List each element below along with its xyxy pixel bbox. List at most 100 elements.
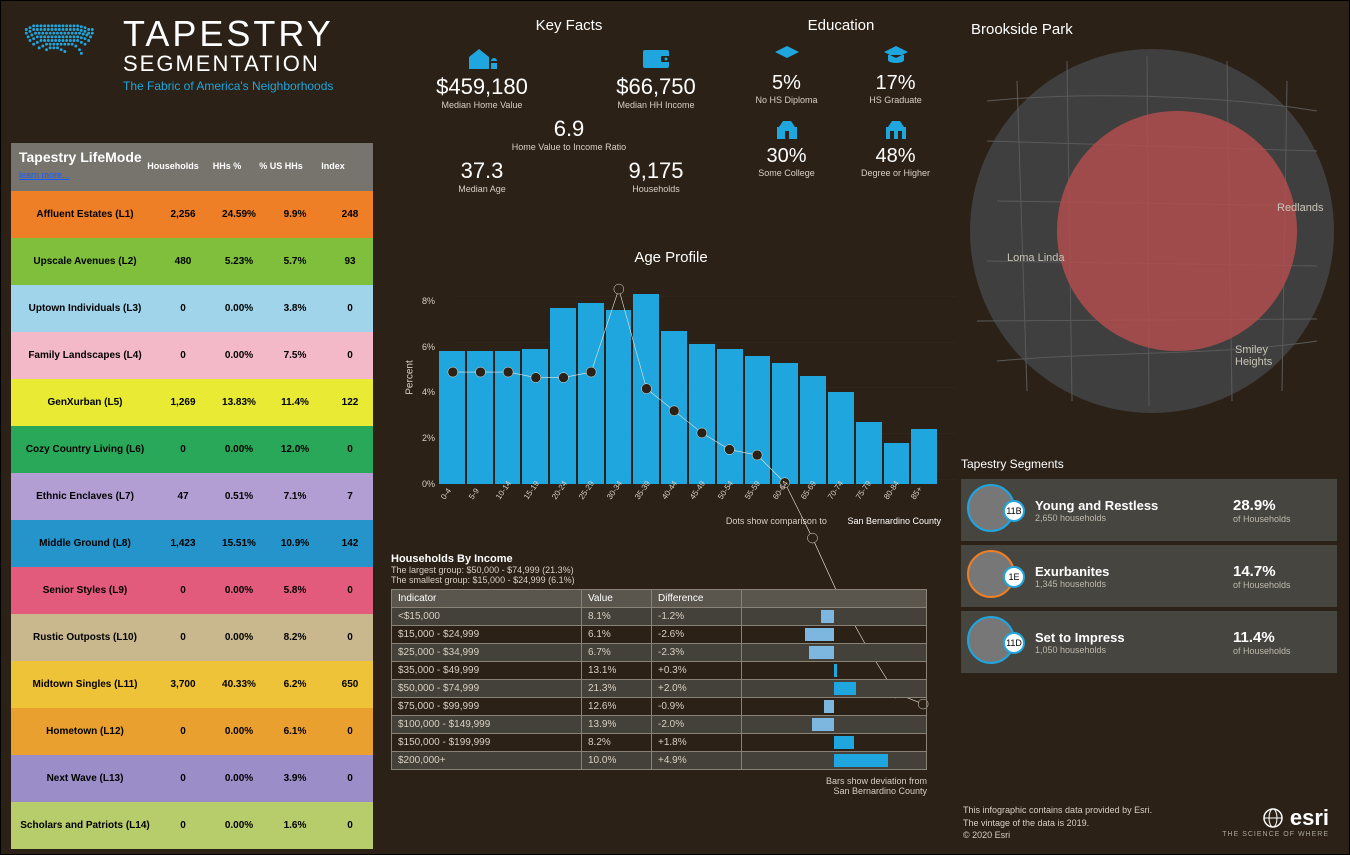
age-y-axis: 0%2%4%6%8% <box>401 278 437 484</box>
lifemode-row[interactable]: Family Landscapes (L4) 0 0.00% 7.5% 0 <box>11 332 373 379</box>
us-map-icon <box>17 13 109 68</box>
age-note-prefix: Dots show comparison to <box>726 516 827 526</box>
edu-label: HS Graduate <box>850 95 941 105</box>
kf-hh-income-label: Median HH Income <box>583 100 729 110</box>
lm-households: 0 <box>153 303 213 314</box>
inc-bar-cell <box>742 752 927 770</box>
kf-ratio: 6.9 Home Value to Income Ratio <box>409 116 729 152</box>
income-note-region: San Bernardino County <box>833 786 927 796</box>
inc-indicator: $25,000 - $34,999 <box>392 644 582 662</box>
inc-indicator: $15,000 - $24,999 <box>392 626 582 644</box>
footer-line2: The vintage of the data is 2019. <box>963 817 1223 830</box>
lifemode-row[interactable]: Hometown (L12) 0 0.00% 6.1% 0 <box>11 708 373 755</box>
inc-value: 6.1% <box>582 626 652 644</box>
header: TAPESTRY SEGMENTATION The Fabric of Amer… <box>17 13 334 93</box>
inc-diff: -2.6% <box>652 626 742 644</box>
lifemode-row[interactable]: Upscale Avenues (L2) 480 5.23% 5.7% 93 <box>11 238 373 285</box>
kf-households-label: Households <box>583 184 729 194</box>
age-x-labels: 0-45-910-1415-1920-2425-2930-3435-3940-4… <box>439 486 937 512</box>
learn-more-link[interactable]: learn more... <box>19 170 70 180</box>
lifemode-row[interactable]: GenXurban (L5) 1,269 13.83% 11.4% 122 <box>11 379 373 426</box>
lm-name: Senior Styles (L9) <box>17 585 153 596</box>
segment-households: 1,345 households <box>1035 579 1233 589</box>
kf-age: 37.3 Median Age <box>409 158 555 194</box>
lifemode-header: Tapestry LifeMode learn more... Househol… <box>11 143 373 191</box>
inc-diff: -2.3% <box>652 644 742 662</box>
kf-ratio-val: 6.9 <box>409 116 729 142</box>
income-row: $35,000 - $49,999 13.1% +0.3% <box>392 662 927 680</box>
col-index: Index <box>311 161 355 171</box>
inc-diff: -2.0% <box>652 716 742 734</box>
lifemode-row[interactable]: Next Wave (L13) 0 0.00% 3.9% 0 <box>11 755 373 802</box>
footer-text: This infographic contains data provided … <box>963 804 1223 842</box>
lifemode-row[interactable]: Scholars and Patriots (L14) 0 0.00% 1.6%… <box>11 802 373 849</box>
inc-indicator: $200,000+ <box>392 752 582 770</box>
segment-badge: 11B <box>1003 500 1025 522</box>
lm-households: 0 <box>153 444 213 455</box>
edu-item: 48% Degree or Higher <box>850 115 941 178</box>
lifemode-row[interactable]: Uptown Individuals (L3) 0 0.00% 3.8% 0 <box>11 285 373 332</box>
col-us-pct: % US HHs <box>251 161 311 171</box>
lifemode-row[interactable]: Rustic Outposts (L10) 0 0.00% 8.2% 0 <box>11 614 373 661</box>
inc-diff: -1.2% <box>652 608 742 626</box>
inc-col-indicator: Indicator <box>392 590 582 608</box>
age-profile-title: Age Profile <box>401 249 941 266</box>
lm-hhs-pct: 40.33% <box>213 679 265 690</box>
lm-name: Uptown Individuals (L3) <box>17 303 153 314</box>
inc-bar-cell <box>742 734 927 752</box>
lm-hhs-pct: 0.00% <box>213 350 265 361</box>
lm-households: 3,700 <box>153 679 213 690</box>
lm-index: 0 <box>325 444 375 455</box>
age-bar <box>633 294 659 484</box>
kf-age-val: 37.3 <box>409 158 555 184</box>
segment-name: Exurbanites <box>1035 564 1233 579</box>
inc-bar-cell <box>742 662 927 680</box>
education-title: Education <box>741 17 941 34</box>
lm-us-pct: 6.2% <box>265 679 325 690</box>
segment-row[interactable]: 11B Young and Restless 2,650 households … <box>961 479 1337 541</box>
kf-ratio-label: Home Value to Income Ratio <box>409 142 729 152</box>
edu-value: 48% <box>850 145 941 168</box>
age-bar <box>495 351 521 484</box>
segment-info: Set to Impress 1,050 households <box>1035 630 1233 655</box>
inc-col-bar <box>742 590 927 608</box>
col-hhs-pct: HHs % <box>203 161 251 171</box>
segment-pct: 14.7% <box>1233 563 1323 580</box>
income-row: $50,000 - $74,999 21.3% +2.0% <box>392 680 927 698</box>
age-ytick: 6% <box>422 342 435 352</box>
inc-value: 21.3% <box>582 680 652 698</box>
inc-indicator: $35,000 - $49,999 <box>392 662 582 680</box>
lm-name: Hometown (L12) <box>17 726 153 737</box>
age-profile-panel: Age Profile Percent 0%2%4%6%8% 0-45-910-… <box>401 249 941 526</box>
lifemode-row[interactable]: Ethnic Enclaves (L7) 47 0.51% 7.1% 7 <box>11 473 373 520</box>
inc-indicator: $150,000 - $199,999 <box>392 734 582 752</box>
lifemode-rows: Affluent Estates (L1) 2,256 24.59% 9.9% … <box>11 191 373 849</box>
lm-hhs-pct: 13.83% <box>213 397 265 408</box>
lifemode-row[interactable]: Middle Ground (L8) 1,423 15.51% 10.9% 14… <box>11 520 373 567</box>
title-sub: SEGMENTATION <box>123 51 334 77</box>
lifemode-row[interactable]: Cozy Country Living (L6) 0 0.00% 12.0% 0 <box>11 426 373 473</box>
lifemode-panel: Tapestry LifeMode learn more... Househol… <box>11 143 373 849</box>
inc-diff: +0.3% <box>652 662 742 680</box>
lifemode-row[interactable]: Senior Styles (L9) 0 0.00% 5.8% 0 <box>11 567 373 614</box>
lm-name: Cozy Country Living (L6) <box>17 444 153 455</box>
lm-index: 0 <box>325 585 375 596</box>
edu-value: 5% <box>741 72 832 95</box>
lifemode-row[interactable]: Midtown Singles (L11) 3,700 40.33% 6.2% … <box>11 661 373 708</box>
segment-name: Set to Impress <box>1035 630 1233 645</box>
lm-us-pct: 5.7% <box>265 256 325 267</box>
map-panel[interactable]: Loma Linda Redlands Smiley Heights <box>967 41 1337 421</box>
segment-row[interactable]: 11D Set to Impress 1,050 households 11.4… <box>961 611 1337 673</box>
lm-hhs-pct: 0.00% <box>213 303 265 314</box>
lifemode-row[interactable]: Affluent Estates (L1) 2,256 24.59% 9.9% … <box>11 191 373 238</box>
age-bar <box>689 344 715 484</box>
lm-name: Affluent Estates (L1) <box>17 209 153 220</box>
lm-us-pct: 9.9% <box>265 209 325 220</box>
lm-index: 7 <box>325 491 375 502</box>
lifemode-columns: Households HHs % % US HHs Index <box>143 161 369 171</box>
lm-hhs-pct: 0.00% <box>213 444 265 455</box>
lm-us-pct: 11.4% <box>265 397 325 408</box>
segment-badge: 11D <box>1003 632 1025 654</box>
lm-households: 480 <box>153 256 213 267</box>
segment-row[interactable]: 1E Exurbanites 1,345 households 14.7% of… <box>961 545 1337 607</box>
